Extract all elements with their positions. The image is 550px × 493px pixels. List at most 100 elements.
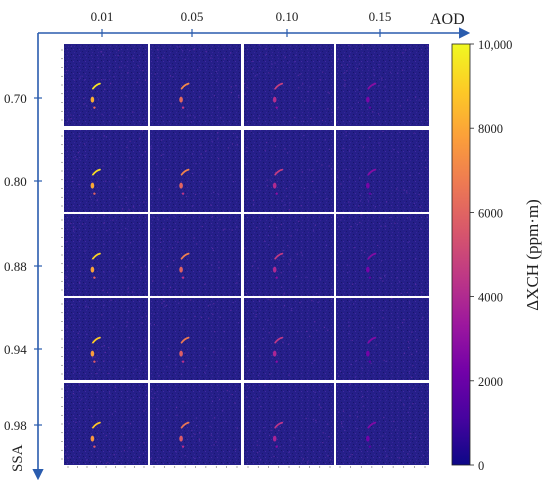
plume-lower <box>272 435 277 442</box>
retrieval-panel <box>61 298 148 380</box>
plume-lower <box>179 350 183 357</box>
plume-upper <box>180 252 190 260</box>
plume-lower <box>272 182 277 189</box>
plume-upper <box>367 421 377 429</box>
plume-lower <box>366 96 370 103</box>
plume-upper <box>274 168 284 176</box>
colorbar-tick-label: 4000 <box>478 291 503 305</box>
colorbar-tick-label: 6000 <box>478 206 503 220</box>
plume-upper <box>92 421 101 429</box>
plume-upper <box>92 336 101 344</box>
plume-tail <box>181 106 185 109</box>
retrieval-panel <box>61 383 148 468</box>
plume-upper <box>274 82 284 90</box>
plume-tail <box>368 276 372 279</box>
aod-tick-labels: 0.01 0.05 0.10 0.15 <box>91 9 392 37</box>
aod-tick-label: 0.05 <box>181 9 204 24</box>
aod-axis-title: AOD <box>430 11 465 28</box>
retrieval-panel <box>244 214 334 296</box>
plume-lower <box>272 96 277 103</box>
plume-lower <box>90 182 95 189</box>
plume-upper <box>274 421 284 429</box>
ssa-tick-label: 0.88 <box>4 259 27 274</box>
plume-tail <box>181 445 185 448</box>
plume-tail <box>275 106 278 109</box>
plume-lower <box>366 435 370 442</box>
plume-lower <box>179 182 183 189</box>
colorbar-tick-label: 0 <box>478 459 484 473</box>
plume-upper <box>180 421 190 429</box>
ssa-tick-label: 0.70 <box>4 91 27 106</box>
retrieval-panel <box>336 214 429 296</box>
panel-grid <box>61 44 429 468</box>
retrieval-panel <box>336 130 429 212</box>
plume-tail <box>275 192 278 195</box>
plume-tail <box>368 106 372 109</box>
retrieval-panel <box>150 383 241 468</box>
plume-lower <box>366 182 370 189</box>
plume-lower <box>272 350 277 357</box>
aod-tick-label: 0.01 <box>91 9 114 24</box>
colorbar-tick-label: 2000 <box>478 375 503 389</box>
plume-tail <box>93 360 96 363</box>
ssa-tick-label: 0.98 <box>4 418 27 433</box>
retrieval-panel <box>244 383 334 468</box>
colorbar-label: ΔXCH (ppm·m) <box>523 199 542 311</box>
aod-tick-label: 0.10 <box>276 9 299 24</box>
plume-tail <box>368 192 372 195</box>
plume-tail <box>93 106 96 109</box>
retrieval-panel <box>61 44 148 126</box>
ssa-tick-labels: 0.70 0.80 0.88 0.94 0.98 <box>4 91 42 433</box>
plume-upper <box>180 82 190 90</box>
plume-upper <box>92 252 101 260</box>
plume-upper <box>274 252 284 260</box>
retrieval-panel <box>336 44 429 126</box>
ssa-tick-label: 0.94 <box>4 342 27 357</box>
plume-tail <box>181 360 185 363</box>
plume-lower <box>366 350 370 357</box>
colorbar: 10,000 8000 6000 4000 2000 0 ΔXCH (ppm·m) <box>451 38 542 473</box>
retrieval-panel <box>61 130 148 212</box>
plume-upper <box>367 336 377 344</box>
plume-lower <box>179 96 183 103</box>
colorbar-tick-label: 8000 <box>478 122 503 136</box>
retrieval-panel <box>244 44 334 126</box>
plume-lower <box>272 266 277 273</box>
retrieval-panel <box>150 130 241 212</box>
plume-lower <box>90 350 95 357</box>
plume-tail <box>275 360 278 363</box>
retrieval-panel <box>150 44 241 126</box>
ssa-axis-title: SSA <box>10 444 26 472</box>
plume-upper <box>180 336 190 344</box>
plume-tail <box>93 445 96 448</box>
plume-lower <box>366 266 370 273</box>
plume-upper <box>92 168 101 176</box>
plume-upper <box>92 82 101 90</box>
colorbar-gradient <box>451 43 471 466</box>
plume-upper <box>367 252 377 260</box>
aod-tick-label: 0.15 <box>369 9 392 24</box>
plume-lower <box>90 266 95 273</box>
plume-tail <box>181 276 185 279</box>
colorbar-tick-labels: 10,000 8000 6000 4000 2000 0 <box>470 38 512 473</box>
colorbar-tick-label: 10,000 <box>478 38 512 52</box>
plume-tail <box>275 445 278 448</box>
plume-tail <box>93 192 96 195</box>
retrieval-panel <box>336 298 429 380</box>
plume-lower <box>179 266 183 273</box>
retrieval-panel <box>336 383 429 468</box>
plume-upper <box>367 168 377 176</box>
retrieval-panel <box>150 298 241 380</box>
plume-tail <box>93 276 96 279</box>
retrieval-panel <box>150 214 241 296</box>
retrieval-panel <box>244 298 334 380</box>
plume-upper <box>180 168 190 176</box>
plume-tail <box>275 276 278 279</box>
retrieval-panel <box>244 130 334 212</box>
plume-tail <box>368 445 372 448</box>
plume-tail <box>181 192 185 195</box>
plume-tail <box>368 360 372 363</box>
plume-upper <box>274 336 284 344</box>
retrieval-panel <box>61 214 148 296</box>
plume-upper <box>367 82 377 90</box>
